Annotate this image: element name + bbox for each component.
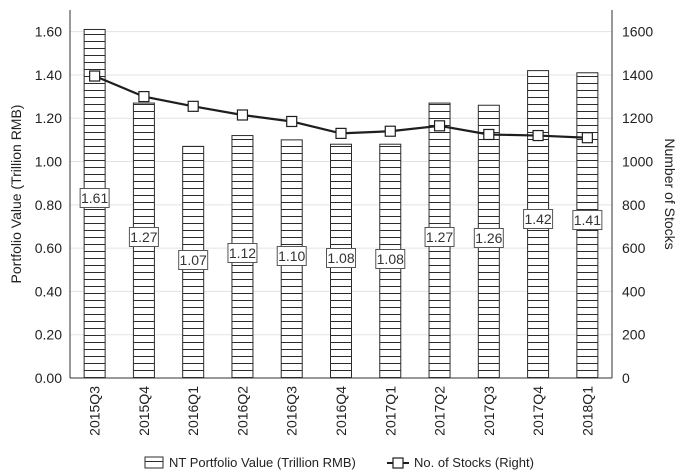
stocks-marker bbox=[532, 129, 544, 142]
x-tick-label: 2017Q4 bbox=[530, 386, 546, 436]
y-right-tick-label: 1200 bbox=[622, 110, 653, 126]
line-series bbox=[89, 70, 593, 144]
x-tick-label: 2015Q3 bbox=[87, 386, 103, 436]
stocks-marker bbox=[335, 127, 347, 139]
x-tick-label: 2016Q2 bbox=[234, 386, 250, 436]
y-right-tick-label: 1000 bbox=[622, 154, 653, 170]
stocks-marker bbox=[187, 100, 199, 112]
stocks-marker bbox=[89, 70, 101, 82]
y-left-tick-label: 0.40 bbox=[35, 283, 62, 299]
y-right-tick-label: 800 bbox=[622, 197, 646, 213]
y-right-tick-label: 1600 bbox=[622, 24, 653, 40]
legend-bar-label: NT Portfolio Value (Trillion RMB) bbox=[169, 455, 356, 470]
bar-value-label-box bbox=[79, 188, 110, 208]
y-left-tick-label: 1.60 bbox=[35, 24, 62, 40]
legend: NT Portfolio Value (Trillion RMB) No. of … bbox=[144, 455, 534, 470]
bar-value-label: 1.07 bbox=[180, 252, 207, 268]
bar-value-label: 1.41 bbox=[574, 212, 601, 228]
y-left-tick-label: 1.00 bbox=[35, 154, 62, 170]
stocks-marker bbox=[483, 128, 495, 141]
y-right-tick-label: 1400 bbox=[622, 67, 653, 83]
bar-value-label: 1.12 bbox=[229, 245, 256, 261]
bar-value-label-box bbox=[572, 210, 603, 230]
stocks-marker bbox=[236, 109, 249, 121]
y-left-tick-label: 1.40 bbox=[35, 67, 62, 83]
y-left-tick-label: 0.60 bbox=[35, 240, 62, 256]
bar-value-label: 1.08 bbox=[377, 251, 404, 267]
x-tick-label: 2017Q3 bbox=[481, 386, 497, 436]
stocks-marker bbox=[286, 115, 298, 128]
bar-value-label: 1.10 bbox=[278, 248, 305, 264]
bar-value-label: 1.42 bbox=[524, 211, 551, 227]
y-left-tick-label: 0.20 bbox=[35, 327, 62, 343]
bar-value-label-box bbox=[178, 250, 209, 270]
y-right-tick-label: 200 bbox=[622, 327, 646, 343]
bar-value-label: 1.27 bbox=[426, 229, 453, 245]
stocks-marker bbox=[384, 125, 396, 137]
y-left-tick-label: 1.20 bbox=[35, 110, 62, 126]
x-tick-label: 2017Q2 bbox=[432, 386, 448, 436]
bar-value-labels: 1.61 1.27 1.07 1.12 1.10 1.08 1.08 1.27 1.26 1.42… bbox=[79, 188, 603, 270]
stocks-marker bbox=[138, 90, 150, 103]
bar-value-label: 1.27 bbox=[130, 229, 157, 245]
x-tick-label: 2015Q4 bbox=[136, 386, 152, 436]
bar-value-label-box bbox=[473, 228, 504, 248]
bar-value-label: 1.26 bbox=[475, 230, 502, 246]
y-left-tick-label: 0.00 bbox=[35, 370, 62, 386]
bar-value-label-box bbox=[523, 209, 554, 229]
y-left-tick-label: 0.80 bbox=[35, 197, 62, 213]
stocks-marker bbox=[433, 120, 446, 132]
y-right-tick-label: 0 bbox=[622, 370, 630, 386]
y-right-tick-label: 400 bbox=[622, 283, 646, 299]
bar-value-label-box bbox=[227, 243, 258, 263]
legend-bar-swatch bbox=[144, 456, 164, 469]
x-tick-label: 2017Q1 bbox=[382, 386, 398, 436]
bar-value-label-box bbox=[375, 249, 406, 269]
bar-value-label-box bbox=[276, 246, 307, 266]
x-tick-label: 2016Q4 bbox=[333, 386, 349, 436]
y-right-tick-label: 600 bbox=[622, 240, 646, 256]
x-tick-label: 2016Q1 bbox=[185, 386, 201, 436]
bar-value-label-box bbox=[326, 248, 356, 268]
x-tick-label: 2016Q3 bbox=[284, 386, 300, 436]
bar-value-label-box bbox=[424, 227, 455, 247]
x-tick-label: 2018Q1 bbox=[579, 386, 595, 436]
bar-series bbox=[83, 28, 599, 379]
legend-line-label: No. of Stocks (Right) bbox=[414, 455, 534, 470]
bar-value-label: 1.61 bbox=[81, 190, 108, 206]
bar-value-label: 1.08 bbox=[327, 250, 354, 266]
axes: 0.00 0.20 0.40 0.60 0.80 1.00 1.20 1.40 1.60 0 200… bbox=[8, 10, 678, 436]
stocks-marker bbox=[581, 132, 593, 144]
bar-value-label-box bbox=[128, 227, 159, 247]
y-right-axis-title: Number of Stocks bbox=[662, 138, 678, 249]
legend-line-marker bbox=[392, 457, 404, 469]
y-left-axis-title: Portfolio Value (Trillion RMB) bbox=[8, 105, 24, 284]
